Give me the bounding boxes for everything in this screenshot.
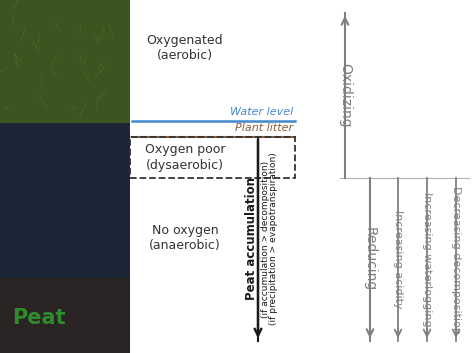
Text: Decreasing decomposition: Decreasing decomposition (451, 185, 461, 334)
Text: Plant litter: Plant litter (235, 123, 293, 133)
Text: Peat accumulation: Peat accumulation (246, 178, 258, 300)
Text: Reducing: Reducing (363, 227, 377, 292)
Text: No oxygen
(anaerobic): No oxygen (anaerobic) (149, 224, 221, 252)
Text: Water level: Water level (230, 107, 293, 117)
Text: Oxygen poor
(dysaerobic): Oxygen poor (dysaerobic) (145, 144, 225, 172)
Text: (if precipitation > evapotranspiration): (if precipitation > evapotranspiration) (270, 152, 279, 325)
FancyBboxPatch shape (0, 0, 130, 123)
Text: Oxidizing: Oxidizing (338, 63, 352, 128)
FancyBboxPatch shape (0, 278, 130, 353)
Text: Increasing acidity: Increasing acidity (393, 210, 403, 309)
Text: Increasing waterlogging: Increasing waterlogging (422, 192, 432, 327)
Text: Peat: Peat (12, 308, 65, 328)
Text: Oxygenated
(aerobic): Oxygenated (aerobic) (146, 34, 223, 62)
FancyBboxPatch shape (0, 123, 130, 278)
Text: (if accumulation > decomposition): (if accumulation > decomposition) (262, 160, 271, 318)
